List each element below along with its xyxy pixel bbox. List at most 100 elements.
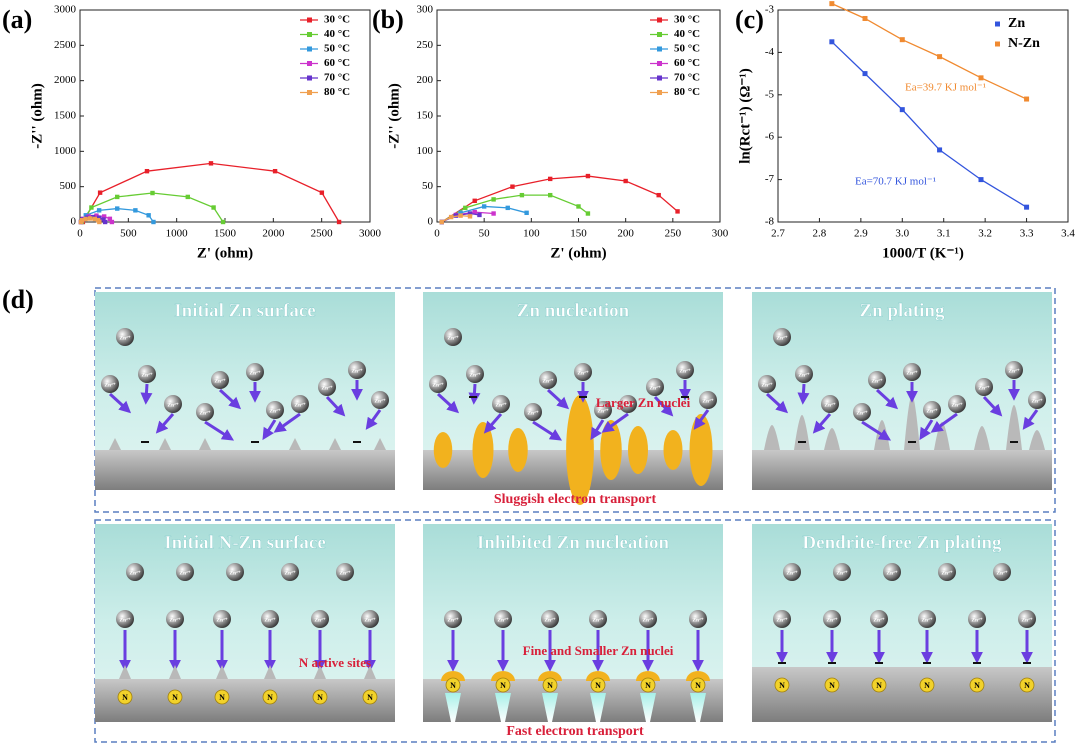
zn-ion-label: Zn²⁺ (592, 616, 603, 623)
zn-ion (266, 401, 284, 419)
point (101, 214, 107, 219)
panel-label: (b) (372, 5, 404, 34)
point (472, 209, 477, 215)
point (585, 211, 591, 216)
zn-ion (492, 395, 510, 413)
point (585, 173, 591, 179)
zn-ion-label: Zn²⁺ (836, 569, 847, 576)
zn-ion-label: Zn²⁺ (873, 616, 884, 623)
y-axis-label: ln(Rct⁻¹) (Ω⁻¹) (737, 68, 753, 164)
zn-ion (524, 403, 542, 421)
surface-bump (169, 665, 181, 679)
arrow (590, 419, 605, 441)
electron-cone (690, 693, 706, 722)
point (862, 71, 868, 77)
zn-ion (783, 563, 801, 581)
point (481, 204, 487, 209)
point (656, 192, 661, 198)
point (1024, 96, 1030, 102)
zn-ion (164, 395, 182, 413)
point (519, 192, 525, 198)
x-tick-label: 3.0 (895, 228, 909, 240)
point (150, 190, 155, 196)
fine-nucleus (441, 671, 465, 681)
panel-title: Initial N-Zn surface (164, 532, 326, 553)
zn-ion (444, 328, 462, 346)
y-axis-label: -Z'' (ohm) (386, 83, 402, 148)
zn-nucleus (628, 426, 648, 474)
arrow (218, 388, 242, 410)
zn-dendrite (934, 422, 950, 450)
zn-ion-label: Zn²⁺ (649, 384, 660, 391)
zn-ion-label: Zn²⁺ (264, 616, 275, 623)
electrode (423, 679, 723, 722)
point (115, 194, 120, 200)
zn-ion-label: Zn²⁺ (577, 369, 588, 376)
n-site (312, 689, 328, 705)
legend-label: 30 °C (674, 14, 700, 26)
point (146, 213, 151, 218)
y-tick-label: 500 (60, 180, 77, 192)
x-tick-label: 3.4 (1061, 228, 1075, 240)
n-site-label: N (267, 693, 273, 702)
zn-ion (246, 363, 264, 381)
zn-ion-label: Zn²⁺ (167, 401, 178, 408)
y-tick-label: 0 (428, 216, 434, 228)
zn-ion (126, 563, 144, 581)
y-tick-label: 50 (422, 180, 434, 192)
legend-label: 40 °C (324, 28, 350, 40)
point (96, 208, 102, 213)
zn-ion-label: Zn²⁺ (364, 616, 375, 623)
zn-ion-label: Zn²⁺ (141, 371, 152, 378)
legend-label: Zn (1008, 16, 1025, 31)
zn-ion (918, 610, 936, 628)
legend-marker (657, 61, 662, 66)
point (623, 178, 628, 184)
zn-ion (639, 610, 657, 628)
legend-marker (995, 21, 1000, 27)
zn-ion-label: Zn²⁺ (321, 384, 332, 391)
legend-label: 60 °C (674, 57, 700, 69)
legend-label: 80 °C (674, 86, 700, 98)
zn-ion (676, 361, 694, 379)
x-tick-label: 3.2 (978, 228, 992, 240)
electron-cone (495, 693, 511, 722)
zn-ion (211, 371, 229, 389)
y-tick-label: -4 (765, 46, 775, 58)
x-tick-label: 3000 (359, 228, 382, 240)
zn-ion-label: Zn²⁺ (798, 371, 809, 378)
n-site-label: N (367, 693, 373, 702)
n-site (824, 677, 840, 693)
x-axis-label: Z' (ohm) (550, 245, 606, 261)
point (453, 213, 459, 218)
zn-nucleus (663, 430, 683, 470)
fine-nucleus (538, 671, 562, 681)
electrode (95, 450, 395, 490)
point (109, 219, 115, 225)
annotation: Ea=70.7 KJ mol⁻¹ (855, 176, 936, 188)
n-site-label: N (500, 681, 506, 690)
point (448, 214, 454, 220)
x-axis-label: Z' (ohm) (197, 245, 253, 261)
arrow (653, 395, 674, 417)
x-tick-label: 3.3 (1020, 228, 1034, 240)
panel-label: (d) (2, 285, 34, 314)
legend-marker (307, 61, 312, 66)
zn-ion (1028, 391, 1046, 409)
arrow (365, 409, 382, 430)
x-tick-label: 300 (712, 228, 729, 240)
legend-label: 40 °C (674, 28, 700, 40)
n-site (774, 677, 790, 693)
point (675, 209, 680, 214)
n-site-label: N (172, 693, 178, 702)
n-site (495, 677, 511, 693)
y-tick-label: 100 (417, 145, 434, 157)
legend-marker (307, 46, 312, 52)
fine-nucleus (636, 671, 660, 681)
zn-ion-label: Zn²⁺ (169, 616, 180, 623)
arrow (875, 388, 899, 410)
arrow (861, 420, 892, 441)
surface-bump (289, 438, 301, 450)
surface-bump (119, 665, 131, 679)
zn-ion (116, 610, 134, 628)
